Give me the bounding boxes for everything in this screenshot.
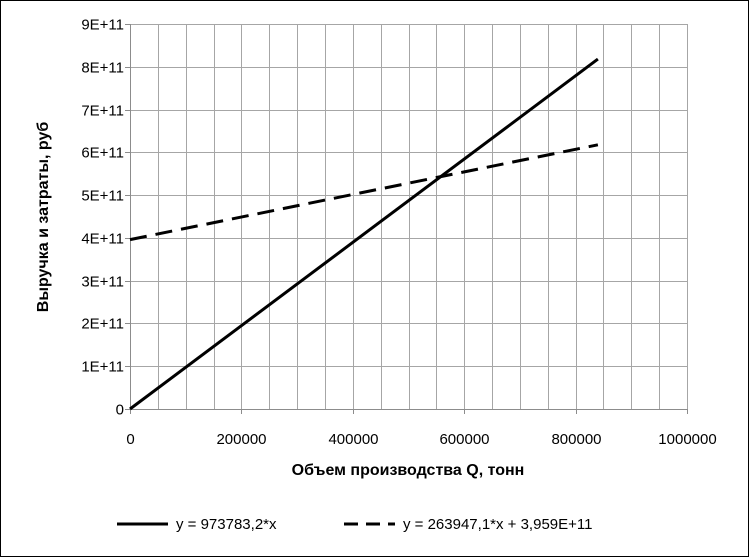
y-tick-label: 4E+11	[81, 231, 124, 248]
y-tick-label: 6E+11	[81, 145, 124, 162]
y-axis-title: Выручка и затраты, руб	[35, 122, 52, 313]
x-tick-labels: 0 200000 400000 600000 800000 1000000	[126, 409, 717, 448]
x-axis-title: Объем производства Q, тонн	[292, 462, 525, 479]
legend: y = 973783,2*x y = 263947,1*x + 3,959E+1…	[117, 516, 592, 533]
y-tick-label: 1E+11	[81, 359, 124, 376]
y-tick-label: 5E+11	[81, 188, 124, 205]
y-tick-label: 8E+11	[81, 60, 124, 77]
y-tick-label: 3E+11	[81, 274, 124, 291]
y-tick-label: 0	[116, 402, 124, 419]
x-tick-label: 400000	[328, 431, 378, 448]
x-tick-label: 800000	[551, 431, 601, 448]
legend-label-dashed: y = 263947,1*x + 3,959E+11	[403, 516, 592, 533]
series-line-dashed	[129, 143, 599, 242]
series-lines	[129, 57, 599, 411]
y-tick-label: 2E+11	[81, 316, 124, 333]
x-tick-label: 0	[126, 431, 134, 448]
vertical-grid	[158, 24, 688, 409]
x-tick-label: 1000000	[658, 431, 716, 448]
x-tick-label: 600000	[439, 431, 489, 448]
y-tick-label: 9E+11	[81, 17, 124, 34]
horizontal-grid	[130, 24, 687, 367]
series-line-solid	[129, 57, 599, 411]
x-tick-label: 200000	[216, 431, 266, 448]
y-tick-label: 7E+11	[81, 103, 124, 120]
axes	[130, 24, 687, 410]
y-tick-labels: 0 1E+11 2E+11 3E+11 4E+11 5E+11 6E+11 7E+11 8E+1…	[81, 17, 130, 419]
legend-label-solid: y = 973783,2*x	[176, 516, 277, 533]
